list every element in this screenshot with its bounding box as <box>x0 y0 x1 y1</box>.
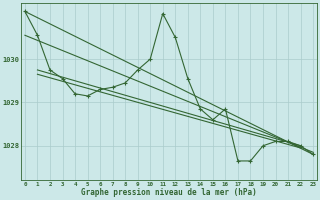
X-axis label: Graphe pression niveau de la mer (hPa): Graphe pression niveau de la mer (hPa) <box>81 188 257 197</box>
